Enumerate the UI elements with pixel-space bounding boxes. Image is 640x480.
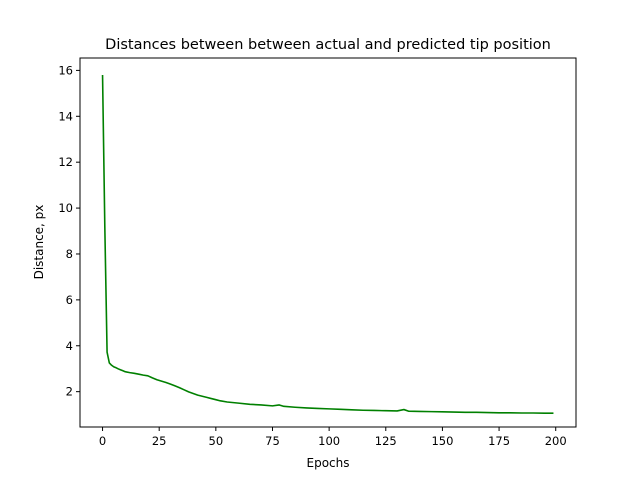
x-tick-label: 175 — [488, 434, 510, 448]
y-tick-label: 4 — [66, 339, 73, 353]
x-tick-label: 75 — [265, 434, 280, 448]
x-tick-label: 50 — [209, 434, 224, 448]
x-tick-label: 0 — [99, 434, 106, 448]
y-tick-label: 12 — [58, 155, 73, 169]
x-tick-label: 100 — [318, 434, 340, 448]
x-tick-label: 150 — [431, 434, 453, 448]
x-tick-label: 125 — [375, 434, 397, 448]
series-layer — [101, 74, 554, 415]
ticks-layer: 0 25 50 75 100 125 150 175 200 2 4 6 8 10 12 14 16 — [58, 63, 566, 448]
y-tick-label: 14 — [58, 109, 73, 123]
x-tick-label: 25 — [152, 434, 167, 448]
series-line-0 — [101, 74, 554, 415]
chart-title: Distances between between actual and pre… — [105, 37, 551, 53]
plot-area-frame — [79, 57, 577, 428]
x-tick-label: 200 — [545, 434, 567, 448]
y-tick-label: 16 — [58, 63, 73, 77]
y-tick-label: 6 — [66, 293, 73, 307]
y-axis-label: Distance, px — [32, 205, 46, 280]
y-tick-label: 2 — [66, 385, 73, 399]
x-axis-label: Epochs — [307, 456, 350, 470]
y-tick-label: 8 — [66, 247, 73, 261]
y-tick-label: 10 — [58, 201, 73, 215]
